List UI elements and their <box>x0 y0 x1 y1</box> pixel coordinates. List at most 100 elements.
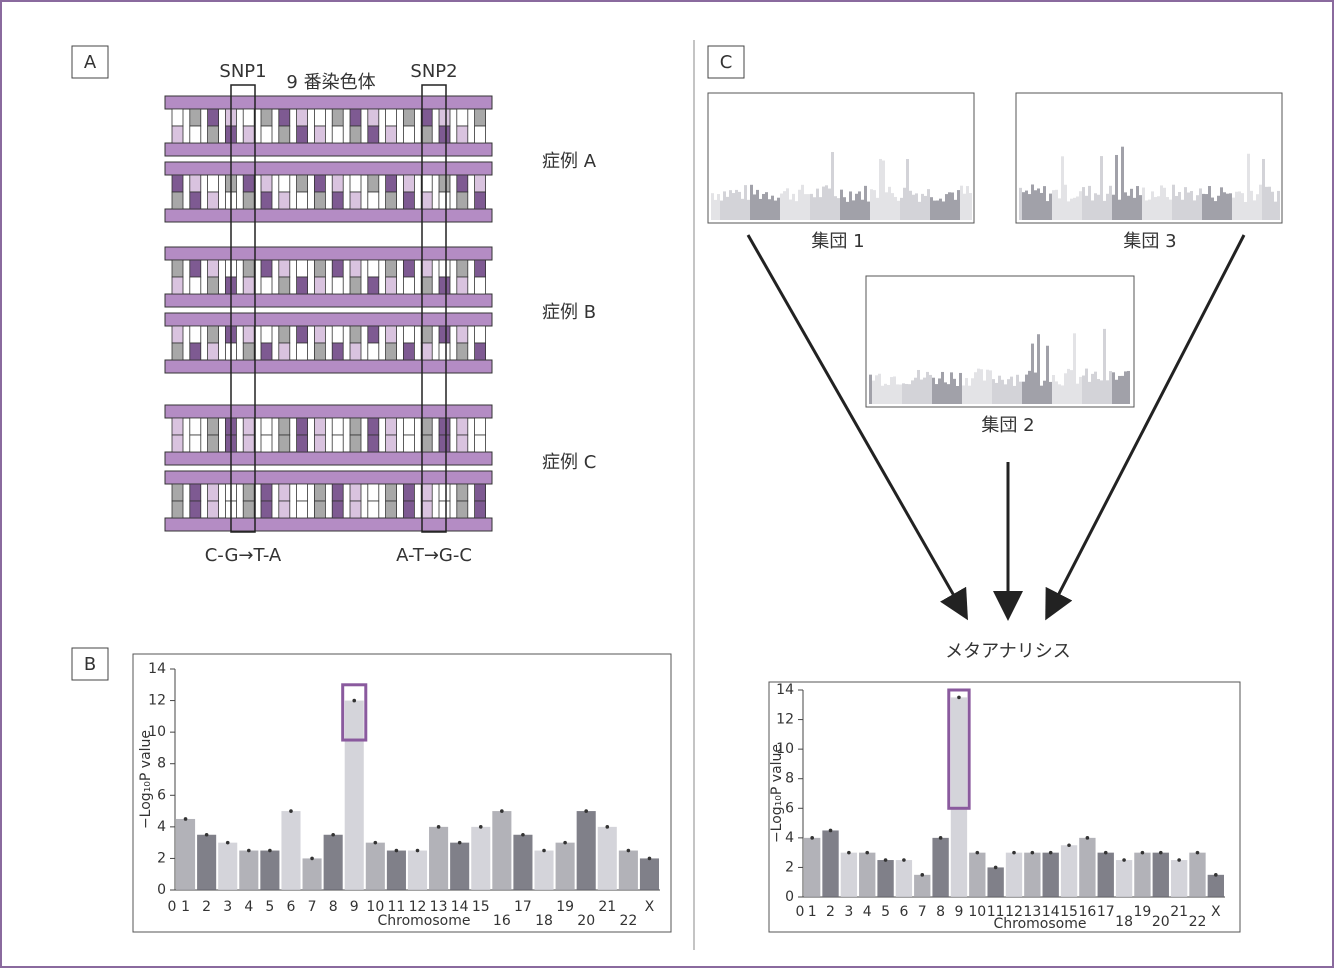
peak-point <box>884 858 888 862</box>
mini-texture <box>1247 154 1250 220</box>
mini-texture <box>783 191 786 220</box>
mini-texture <box>1082 187 1085 220</box>
mini-texture <box>933 201 936 220</box>
panel-label: C <box>720 52 733 73</box>
y-tick-label: 4 <box>785 830 794 846</box>
strand <box>165 313 492 326</box>
chromosome-band <box>1134 853 1150 897</box>
base <box>208 260 219 277</box>
mini-texture <box>753 194 756 220</box>
base <box>457 326 468 343</box>
base <box>243 484 254 501</box>
peak-point <box>648 857 652 861</box>
y-tick-label: 6 <box>785 800 794 816</box>
mini-texture <box>1130 189 1133 220</box>
peak-point <box>1214 873 1218 877</box>
mini-texture <box>1040 386 1043 404</box>
mini-texture <box>947 384 950 404</box>
mini-texture <box>1268 187 1271 220</box>
base <box>421 326 432 343</box>
mini-texture <box>887 385 890 404</box>
chromosome-band <box>1098 853 1114 897</box>
chromosome-band <box>324 835 343 890</box>
mini-texture <box>1142 188 1145 220</box>
mini-texture <box>1205 194 1208 220</box>
base <box>279 343 290 360</box>
base <box>403 126 414 143</box>
chromosome-band <box>598 827 617 890</box>
mini-texture <box>903 188 906 220</box>
base <box>475 109 486 126</box>
mini-texture <box>1106 380 1109 404</box>
x-tick-label: 19 <box>556 899 574 915</box>
base <box>368 192 379 209</box>
mini-texture <box>1055 381 1058 404</box>
base <box>208 326 219 343</box>
mini-texture <box>869 375 872 404</box>
mini-texture <box>1043 381 1046 404</box>
strand <box>165 209 492 222</box>
base <box>279 175 290 192</box>
base <box>208 484 219 501</box>
mini-texture <box>911 380 914 404</box>
mini-texture <box>1112 195 1115 220</box>
base <box>172 435 183 452</box>
base <box>172 418 183 435</box>
base <box>261 343 272 360</box>
base <box>261 435 272 452</box>
base <box>297 109 308 126</box>
peak-point <box>1159 851 1163 855</box>
base <box>368 484 379 501</box>
mini-texture <box>1220 187 1223 220</box>
peak-point <box>437 825 441 829</box>
mini-texture <box>963 194 966 220</box>
base <box>403 109 414 126</box>
mini-texture <box>813 197 816 220</box>
chromosome-band <box>914 875 930 897</box>
base <box>190 418 201 435</box>
base <box>172 326 183 343</box>
mini-texture <box>888 187 891 220</box>
mini-texture <box>951 192 954 220</box>
mini-texture <box>941 372 944 404</box>
mini-texture <box>980 369 983 404</box>
chromosome-band <box>513 835 532 890</box>
mini-texture <box>762 194 765 220</box>
x-tick-label: 20 <box>1152 914 1170 930</box>
x-tick-label: 5 <box>265 899 274 915</box>
mini-texture <box>1022 192 1025 220</box>
mini-texture <box>1091 374 1094 404</box>
mini-texture <box>896 384 899 404</box>
mini-texture <box>1175 196 1178 220</box>
mini-texture <box>1250 191 1253 220</box>
mini-texture <box>1169 200 1172 220</box>
base <box>350 435 361 452</box>
base <box>457 126 468 143</box>
base <box>457 192 468 209</box>
chromosome-band <box>1208 875 1224 897</box>
base <box>350 484 361 501</box>
chromosome-band <box>1079 838 1095 897</box>
base <box>421 260 432 277</box>
chromosome-band <box>387 851 406 890</box>
mini-texture <box>935 384 938 404</box>
peak-point <box>500 809 504 813</box>
mini-texture <box>1193 200 1196 220</box>
mini-texture <box>1115 155 1118 220</box>
base <box>350 343 361 360</box>
chromosome-band <box>534 851 553 890</box>
peak-point <box>1049 851 1053 855</box>
x-tick-label: 20 <box>577 913 595 929</box>
base <box>332 126 343 143</box>
group-label: 集団 2 <box>981 415 1034 436</box>
mini-texture <box>969 193 972 220</box>
mini-texture <box>792 194 795 220</box>
mini-texture <box>1118 376 1121 404</box>
chromosome-band <box>1153 853 1169 897</box>
mini-texture <box>741 199 744 220</box>
mini-texture <box>1265 187 1268 220</box>
base <box>350 418 361 435</box>
chromosome-band <box>176 819 195 890</box>
x-tick-label: 18 <box>535 913 553 929</box>
mini-texture <box>1028 371 1031 404</box>
